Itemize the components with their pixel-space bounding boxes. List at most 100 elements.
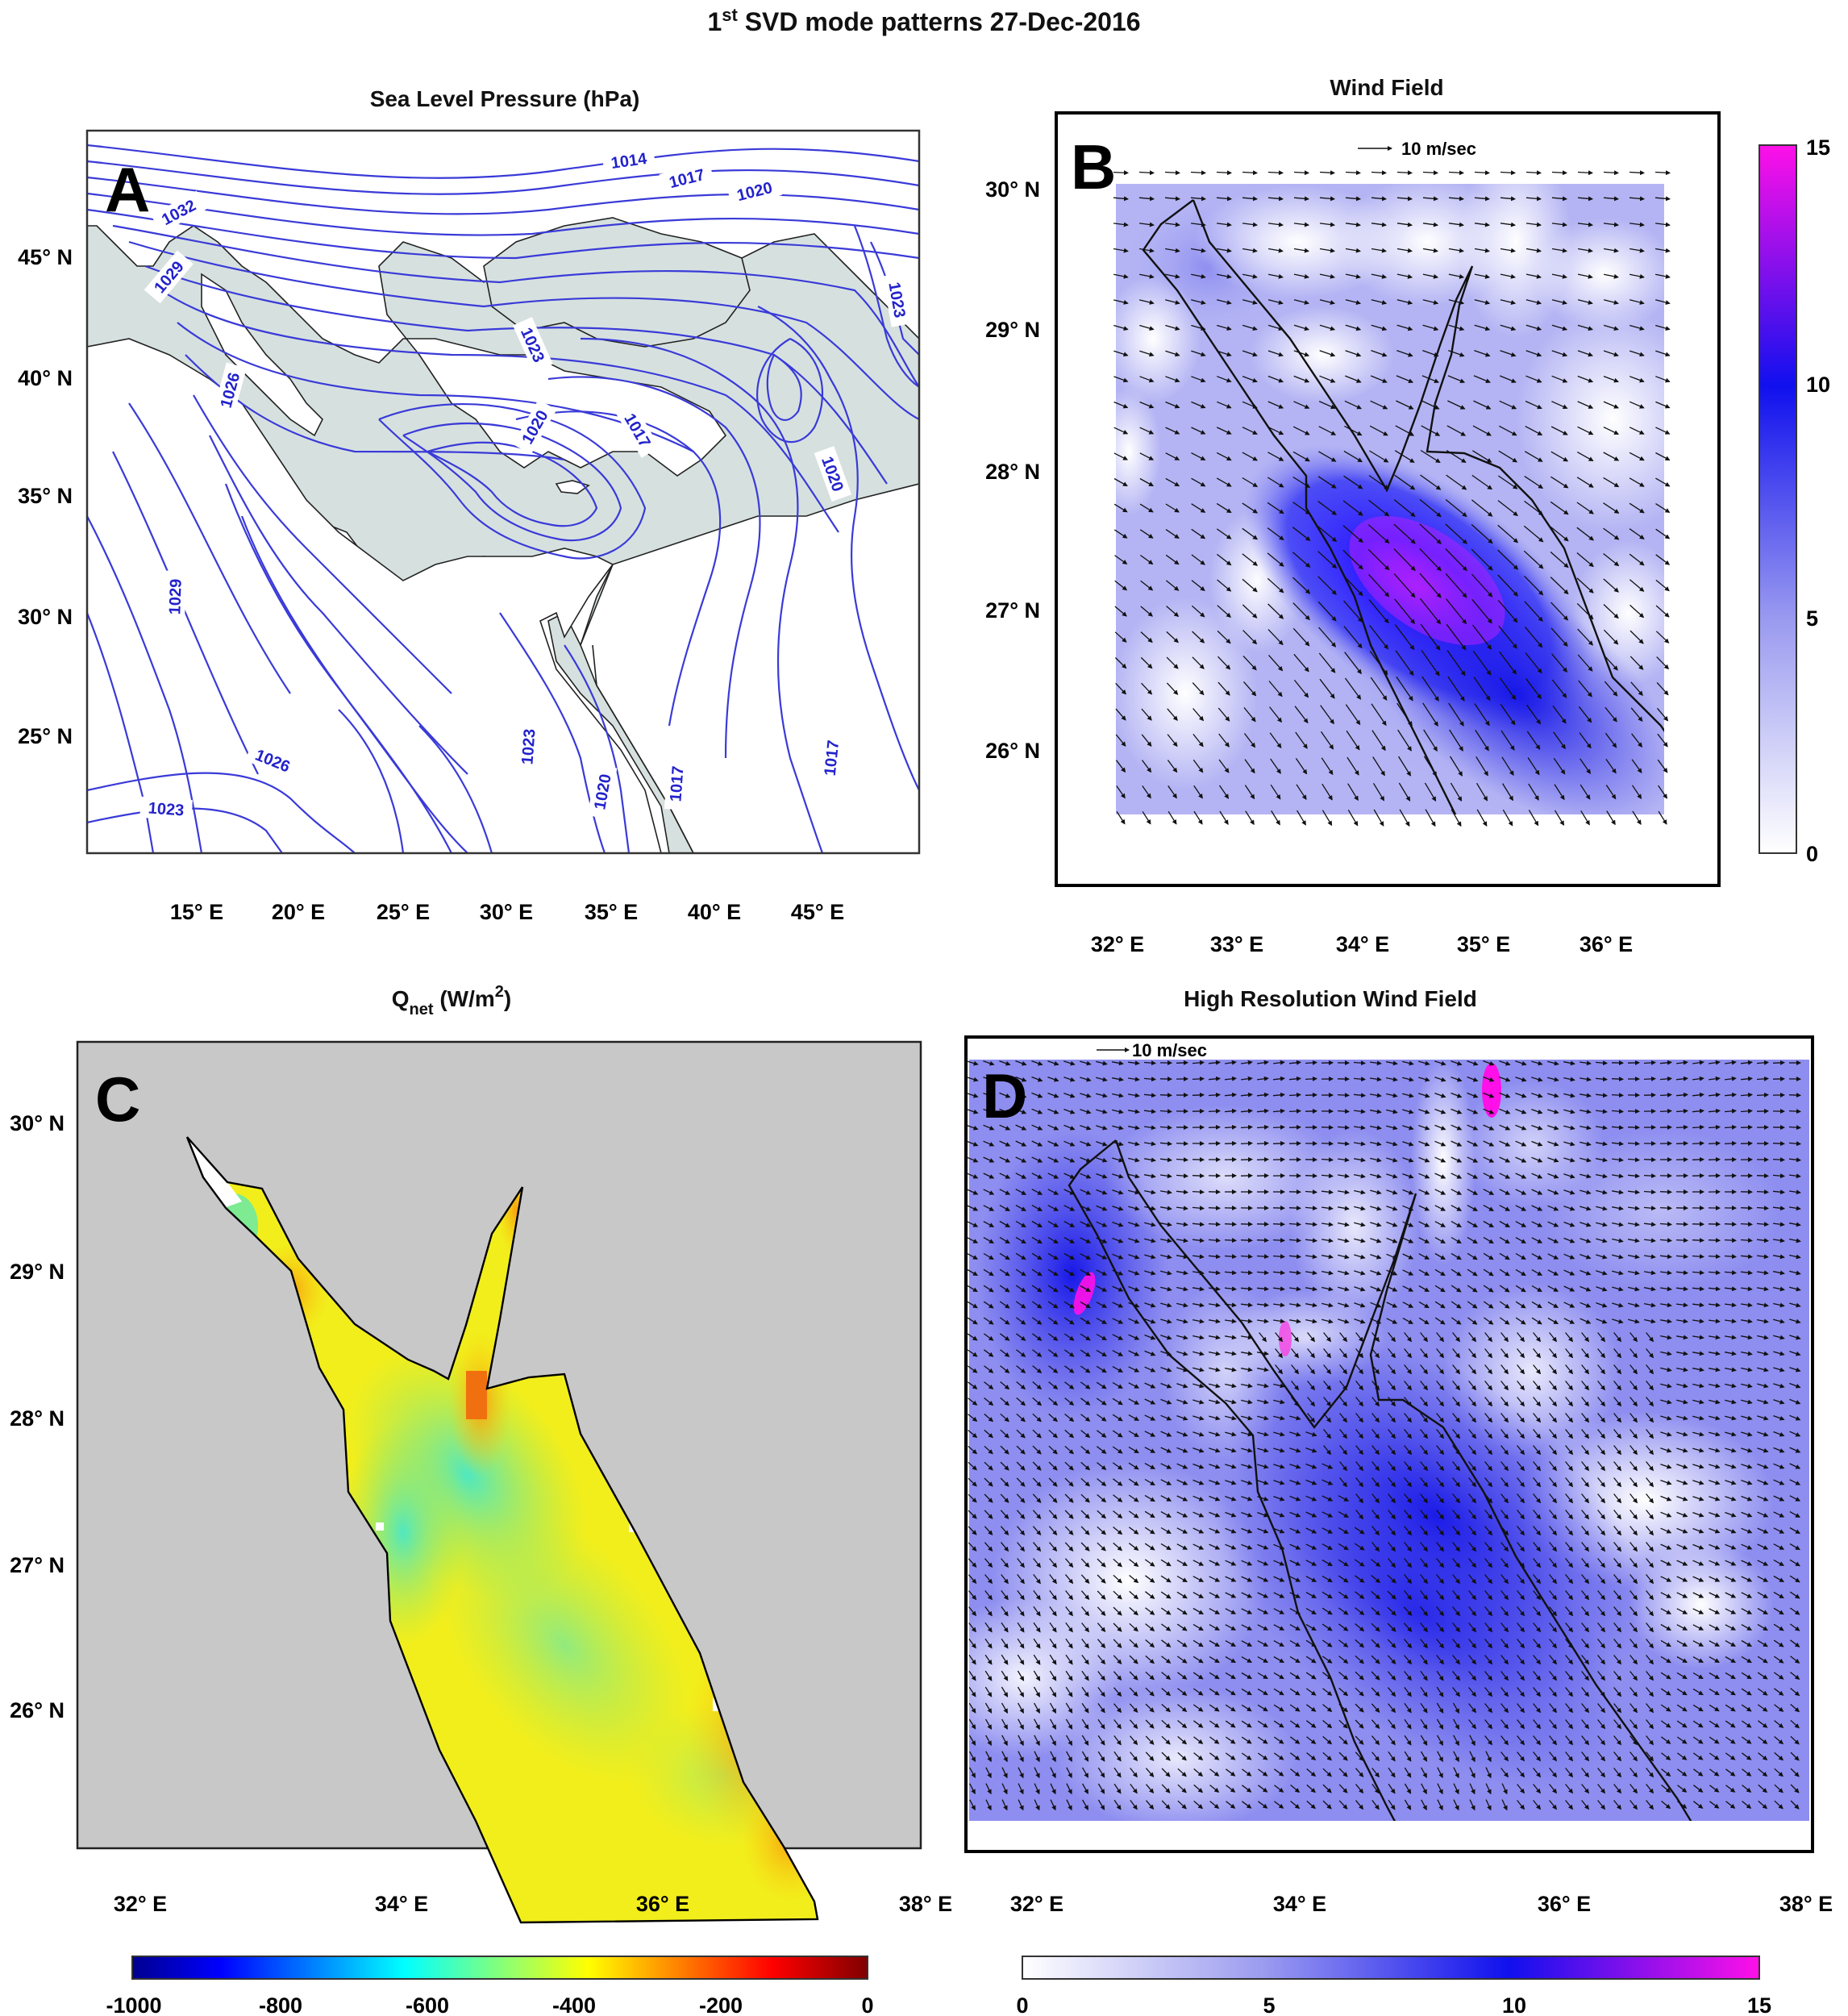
wind-arrow xyxy=(1474,248,1490,253)
wind-arrow xyxy=(1474,196,1490,202)
wind-arrow xyxy=(1216,196,1232,202)
wind-arrow xyxy=(1772,1060,1785,1065)
wind-arrow xyxy=(1421,375,1440,383)
wind-arrow xyxy=(1267,577,1284,594)
wind-arrow xyxy=(1191,324,1206,331)
wind-arrow xyxy=(1523,525,1544,543)
lon-tick: 15° E xyxy=(170,900,223,924)
wind-arrow xyxy=(1396,400,1414,410)
wind-arrow xyxy=(1267,350,1284,357)
wind-arrow xyxy=(1471,548,1493,571)
wind-arrow xyxy=(1675,1124,1688,1130)
wind-arrow xyxy=(1396,248,1413,253)
wind-arrow xyxy=(1422,273,1439,279)
wind-arrow xyxy=(1500,299,1517,305)
wind-arrow xyxy=(1393,523,1416,544)
lat-tick: 30° N xyxy=(985,177,1040,202)
wind-arrow xyxy=(1113,324,1129,331)
wind-arrow xyxy=(1267,477,1284,488)
wind-arrow xyxy=(1242,324,1258,331)
wind-arrow xyxy=(1629,273,1645,279)
lat-tick: 26° N xyxy=(10,1698,65,1722)
wind-arrow xyxy=(1524,476,1544,489)
panel-d: High Resolution Wind Field xyxy=(964,986,1833,2016)
wind-arrow xyxy=(1371,324,1388,331)
panel-a-frame xyxy=(85,129,921,855)
wind-arrow xyxy=(1217,222,1232,227)
wind-arrow xyxy=(1394,450,1415,463)
wind-arrow xyxy=(1577,273,1593,279)
lat-tick: 30° N xyxy=(10,1111,65,1135)
lat-tick: 30° N xyxy=(18,605,73,629)
wind-arrow xyxy=(1654,273,1671,279)
wind-arrow xyxy=(1139,503,1154,513)
lat-tick: 29° N xyxy=(10,1260,65,1284)
wind-arrow xyxy=(1208,1124,1221,1130)
wind-arrow xyxy=(1654,248,1671,253)
wind-arrow xyxy=(1708,1140,1721,1146)
wind-arrow xyxy=(1655,477,1671,487)
wind-arrow xyxy=(1191,401,1206,409)
wind-arrow xyxy=(1371,299,1388,305)
wind-arrow xyxy=(1396,324,1413,331)
panel-c-title: Qnet (W/m2) xyxy=(392,983,511,1018)
panel-c: Qnet (W/m2) C 30° N 29° N 28° xyxy=(10,983,952,2016)
wind-arrow xyxy=(1191,605,1205,618)
wind-arrow xyxy=(1550,577,1569,595)
wind-arrow xyxy=(1370,375,1388,383)
wind-arrow xyxy=(1369,450,1389,463)
wind-arrow xyxy=(1471,573,1493,598)
wind-arrow xyxy=(1367,524,1390,544)
wind-arrow xyxy=(1499,375,1517,383)
wind-arrow xyxy=(1525,375,1542,383)
wind-arrow xyxy=(1345,350,1362,357)
wind-arrow xyxy=(1292,552,1311,568)
wind-arrow xyxy=(1165,401,1180,409)
wind-arrow xyxy=(1655,299,1671,305)
wind-arrow xyxy=(1473,375,1491,383)
wind-arrow xyxy=(1525,222,1542,227)
wind-arrow xyxy=(1113,503,1128,513)
wind-arrow xyxy=(1603,427,1620,435)
wind-arrow xyxy=(1164,248,1180,253)
wind-arrow xyxy=(1165,503,1180,513)
wind-arrow xyxy=(1576,502,1594,514)
lon-tick: 20° E xyxy=(272,900,325,924)
wind-arrow xyxy=(1217,299,1232,305)
wind-arrow xyxy=(1272,1238,1285,1243)
wind-arrow xyxy=(1217,324,1232,331)
wind-arrow xyxy=(1321,1125,1334,1131)
panel-d-title: High Resolution Wind Field xyxy=(1184,986,1477,1011)
wind-arrow xyxy=(1422,324,1439,331)
lat-tick: 26° N xyxy=(985,739,1040,763)
wind-arrow xyxy=(1629,553,1645,566)
wind-arrow xyxy=(1113,196,1129,202)
wind-arrow xyxy=(1267,452,1284,461)
wind-arrow xyxy=(1724,1140,1737,1146)
wind-arrow xyxy=(1139,452,1155,460)
wind-arrow xyxy=(1242,477,1259,488)
wind-arrow xyxy=(1551,248,1567,253)
wind-arrow xyxy=(1551,324,1568,331)
colorbar-tick: -600 xyxy=(406,1993,449,2016)
wind-arrow xyxy=(1165,554,1180,565)
wind-arrow xyxy=(1643,1076,1656,1081)
wind-arrow xyxy=(1577,375,1594,383)
wind-arrow xyxy=(1396,273,1413,279)
wind-arrow xyxy=(1788,1109,1801,1114)
wind-arrow xyxy=(1345,222,1361,227)
wind-arrow xyxy=(1288,1124,1301,1130)
wind-arrow xyxy=(1629,452,1645,461)
wind-arrow xyxy=(1655,401,1671,409)
wind-arrow xyxy=(1345,196,1361,202)
wind-arrow xyxy=(1577,401,1594,409)
wind-arrow xyxy=(1138,196,1155,202)
wind-arrow xyxy=(1216,528,1232,539)
wind-arrow xyxy=(1422,248,1438,253)
wind-arrow xyxy=(1166,606,1180,618)
wind-arrow xyxy=(1139,477,1154,487)
panel-a-lat-ticks: 45° N 40° N 35° N 30° N 25° N xyxy=(18,245,73,748)
wind-arrow xyxy=(1288,1206,1301,1211)
wind-arrow xyxy=(1113,273,1129,279)
wind-arrow xyxy=(1208,1206,1221,1211)
